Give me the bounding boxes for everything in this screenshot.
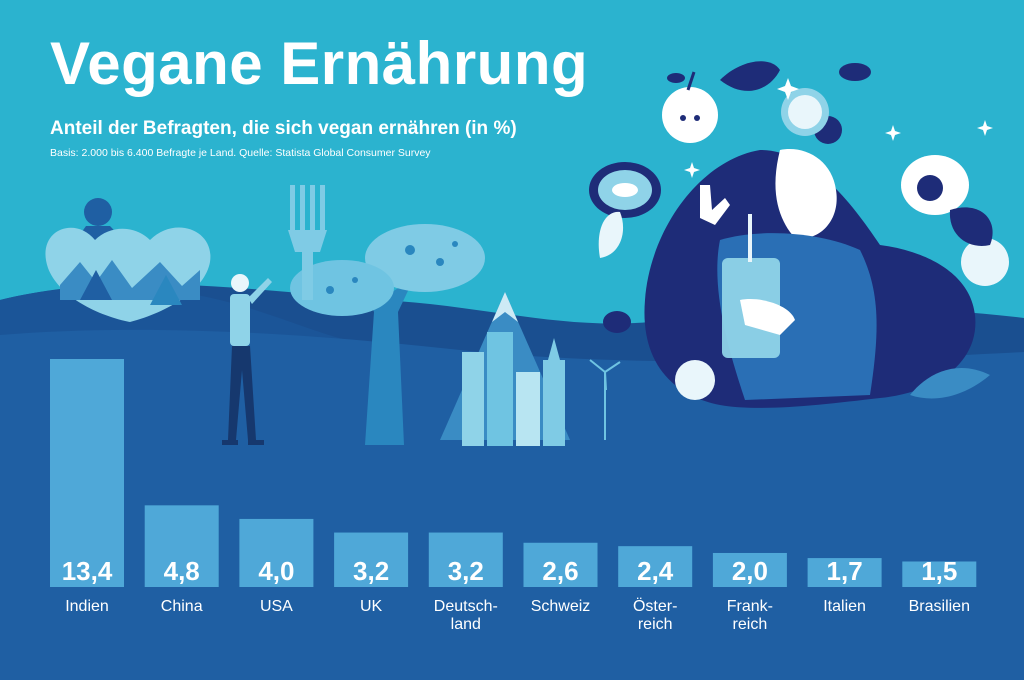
category-label: USA [260,598,293,615]
bar [618,546,693,587]
building [462,352,484,446]
leaf-icon [910,367,990,399]
bar [712,552,787,587]
hand [700,185,730,225]
hand [740,299,795,335]
bar [902,561,977,587]
building [543,360,565,446]
building [516,372,540,446]
bar [144,505,219,587]
wind-turbine-blades [589,359,621,391]
leaf-icon [839,63,871,81]
category-label: Indien [65,598,109,615]
bar-value-label: 4,8 [164,556,200,586]
tower-spire [548,338,560,360]
bar-value-label: 2,6 [542,556,578,586]
bar [523,542,598,587]
category-label: Frank-reich [727,598,773,633]
category-label: Schweiz [531,598,591,615]
tree-illustration [290,224,485,445]
ground [0,329,1024,680]
tree-crown [290,260,394,316]
source-note: Basis: 2.000 bis 6.400 Befragte je Land.… [50,147,431,159]
bar-value-label: 2,4 [637,556,674,586]
woman-figure-icon [644,116,976,408]
building [487,332,513,446]
bar-value-label: 13,4 [62,556,113,586]
cucumber-slice-icon [675,360,715,400]
page-title: Vegane Ernährung [50,30,589,97]
lime-slice-icon [961,238,1009,286]
category-label: UK [360,598,383,615]
apple-icon [662,87,718,143]
fork-icon [288,185,327,300]
category-label: Italien [823,598,866,615]
leaf-icon [603,311,631,333]
bar-value-label: 3,2 [448,556,484,586]
spinach-leaf-icon [720,61,780,91]
sparkle-icon [684,162,700,178]
heart-nature-icon [45,198,211,322]
food-icons [589,61,1009,400]
bar-value-label: 1,7 [827,556,863,586]
face [775,149,837,242]
bar-value-label: 1,5 [921,556,957,586]
sparkle-icon [977,120,993,136]
mountain-snow [492,292,518,322]
category-label: Öster-reich [633,597,677,633]
man-figure-icon [222,274,272,445]
spinach-leaf-icon [598,211,624,258]
sparkle-icon [777,78,799,100]
sparkle-icon [885,125,901,141]
bar-value-label: 4,0 [258,556,294,586]
bar-value-label: 3,2 [353,556,389,586]
bar [50,359,124,587]
category-label: Brasilien [909,598,970,615]
category-label: China [161,598,203,615]
spinach-leaf-icon [949,207,993,246]
chart-subtitle: Anteil der Befragten, die sich vegan ern… [50,118,517,139]
category-label: Deutsch-land [434,598,498,633]
city-skyline [440,292,621,446]
bar [428,532,503,587]
bar [239,518,314,587]
bar [807,558,882,587]
bar [334,532,409,587]
bar-value-label: 2,0 [732,556,768,586]
